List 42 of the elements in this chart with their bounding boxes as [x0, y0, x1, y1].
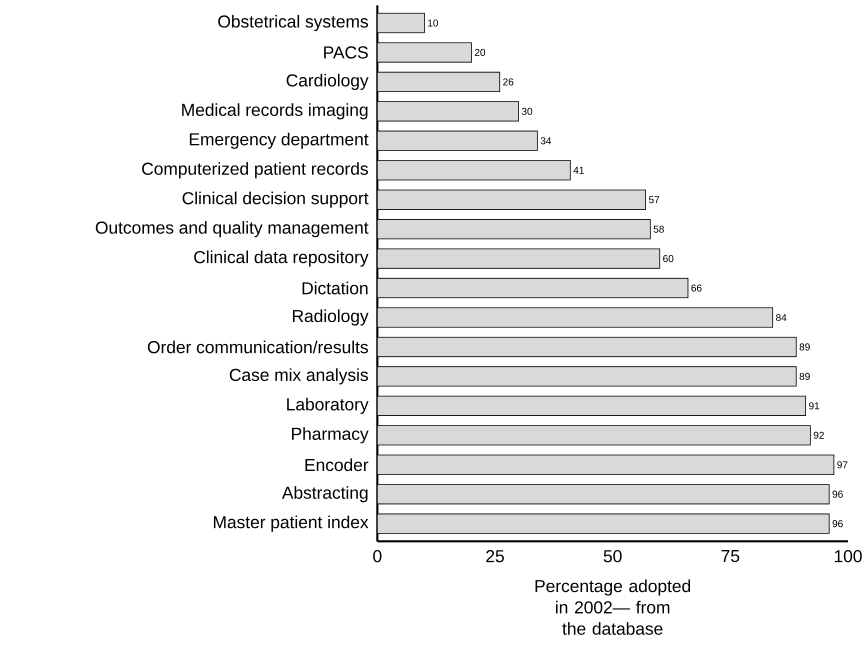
- x-tick-label: 50: [604, 550, 622, 562]
- data-label: 84: [776, 314, 786, 322]
- data-label: 89: [800, 372, 810, 380]
- y-tick-label: Clinical data repository: [194, 250, 369, 267]
- y-tick-label: Obstetrical systems: [218, 14, 368, 32]
- y-tick-label: Order communication/results: [148, 340, 368, 354]
- data-label: 10: [428, 19, 438, 27]
- y-tick-label: PACS: [324, 46, 368, 59]
- data-label: 34: [540, 137, 552, 144]
- data-label: 92: [814, 432, 824, 439]
- data-label: 96: [832, 520, 843, 528]
- y-tick-label: Emergency department: [190, 132, 368, 149]
- data-label: 96: [832, 490, 843, 498]
- y-tick-label: Outcomes and quality management: [96, 221, 368, 238]
- data-label: 89: [800, 343, 810, 350]
- x-axis-title: Percentage adopted in 2002— from the database: [536, 579, 690, 635]
- y-tick-label: Dictation: [302, 282, 368, 294]
- y-tick-label: Cardiology: [286, 74, 369, 90]
- data-label: 91: [809, 402, 820, 410]
- y-tick-label: Encoder: [305, 458, 368, 472]
- y-tick-label: Medical records imaging: [182, 103, 368, 120]
- y-tick-label: Pharmacy: [292, 427, 369, 444]
- x-tick-label: 100: [834, 550, 862, 562]
- y-tick-label: Abstracting: [282, 486, 368, 502]
- data-label: 97: [837, 461, 848, 468]
- data-label: 57: [648, 196, 660, 204]
- data-label: 41: [573, 166, 584, 174]
- data-label: 60: [663, 255, 674, 262]
- data-label: 26: [503, 78, 514, 86]
- data-label: 58: [654, 226, 664, 233]
- y-tick-label: Clinical decision support: [182, 192, 368, 208]
- data-label: 66: [691, 284, 702, 292]
- y-tick-label: Master patient index: [214, 516, 368, 532]
- y-tick-label: Computerized patient records: [142, 162, 368, 178]
- x-tick-label: 0: [373, 550, 382, 562]
- data-label: 30: [522, 108, 532, 115]
- x-tick-label: 75: [722, 550, 740, 562]
- y-tick-label: Radiology: [292, 309, 369, 326]
- y-tick-label: Case mix analysis: [230, 368, 368, 384]
- data-label: 20: [474, 48, 486, 56]
- y-tick-label: Laboratory: [287, 398, 369, 414]
- x-tick-label: 25: [486, 550, 504, 562]
